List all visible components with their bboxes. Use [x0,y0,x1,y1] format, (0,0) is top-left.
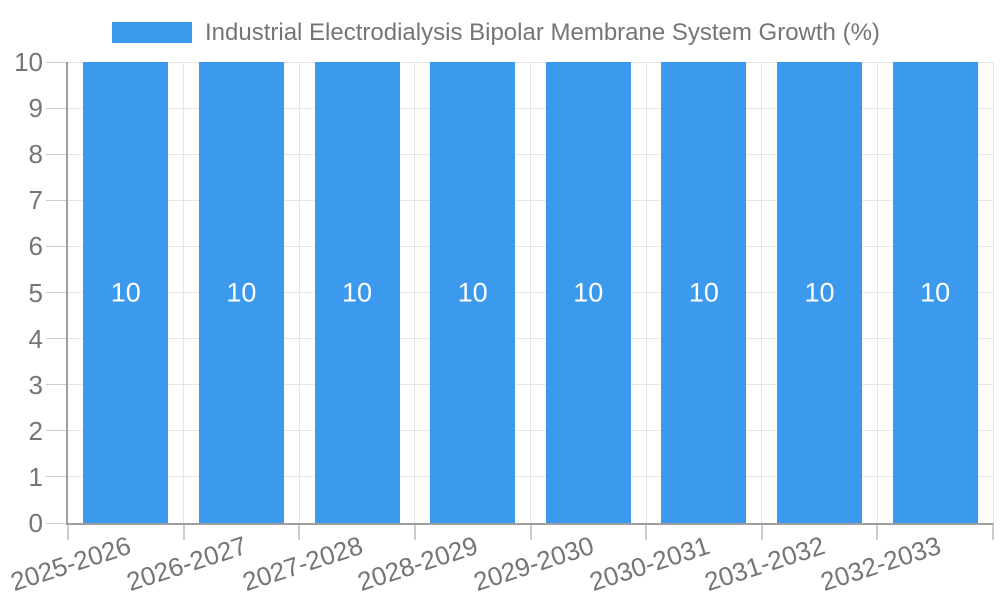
x-axis-label: 2029-2030 [469,530,598,598]
bar-value-label: 10 [110,277,141,307]
y-axis-tick [46,245,68,247]
x-axis-tick [876,523,879,540]
y-axis-label: 3 [28,369,43,400]
x-axis-tick [298,523,301,540]
bar-value-label: 10 [457,277,488,307]
x-gridline [876,62,878,523]
x-gridline [298,62,300,523]
y-axis-tick [46,430,68,432]
x-axis-label: 2027-2028 [238,530,367,598]
x-axis-label: 2028-2029 [354,530,482,598]
bar[interactable] [314,62,400,523]
y-axis-tick [46,338,68,340]
bar[interactable] [545,62,631,523]
x-gridline [414,62,416,523]
y-axis-label: 2 [28,415,43,446]
x-gridline [530,62,531,523]
x-axis-tick [529,523,532,540]
x-axis-tick [992,523,994,540]
bar-value-label: 10 [920,277,951,307]
y-axis-label: 6 [28,231,43,262]
x-axis-line [66,523,993,525]
bar-value-label: 10 [226,277,257,307]
y-axis-label: 1 [28,461,43,492]
bar[interactable] [661,62,747,523]
y-axis-tick [46,384,68,386]
y-axis-tick [46,522,68,524]
chart-legend[interactable]: Industrial Electrodialysis Bipolar Membr… [112,19,880,46]
x-axis-label: 2026-2027 [122,530,251,598]
y-axis-tick [46,153,68,155]
bar[interactable] [198,62,284,523]
bar-value-label: 10 [342,277,373,307]
y-axis-label: 0 [28,508,43,538]
bar[interactable] [430,62,516,523]
y-axis-tick [46,199,68,201]
bar-value-label: 10 [688,277,719,307]
bar[interactable] [83,62,169,523]
x-axis-tick [182,523,185,540]
bar-value-label: 10 [804,277,835,307]
y-axis-line [66,62,68,525]
y-axis-tick [46,476,68,478]
y-axis-label: 4 [28,323,43,354]
x-gridline [761,62,763,523]
x-axis-label: 2025-2026 [7,530,135,598]
x-gridline [645,62,647,523]
y-axis-label: 9 [28,93,43,124]
x-axis-label: 2030-2031 [585,530,713,598]
x-axis-tick [645,523,648,540]
x-axis-tick [413,523,416,540]
x-axis-tick [760,523,763,540]
legend-swatch[interactable] [112,22,192,43]
y-axis-tick [46,107,68,109]
bar[interactable] [777,62,863,523]
y-axis-label: 5 [28,277,43,308]
y-axis-label: 10 [14,47,43,77]
y-axis-label: 8 [28,139,43,170]
x-gridline [992,62,994,523]
x-axis-label: 2031-2032 [700,530,829,598]
y-axis-tick [46,292,68,293]
bar-value-label: 10 [573,277,604,307]
bar[interactable] [892,62,978,523]
legend-label[interactable]: Industrial Electrodialysis Bipolar Membr… [205,19,880,46]
y-axis-tick [46,61,68,63]
y-axis-label: 7 [28,185,43,216]
x-axis-tick [67,523,69,540]
x-axis-label: 2032-2033 [816,530,945,598]
x-gridline [183,62,185,523]
